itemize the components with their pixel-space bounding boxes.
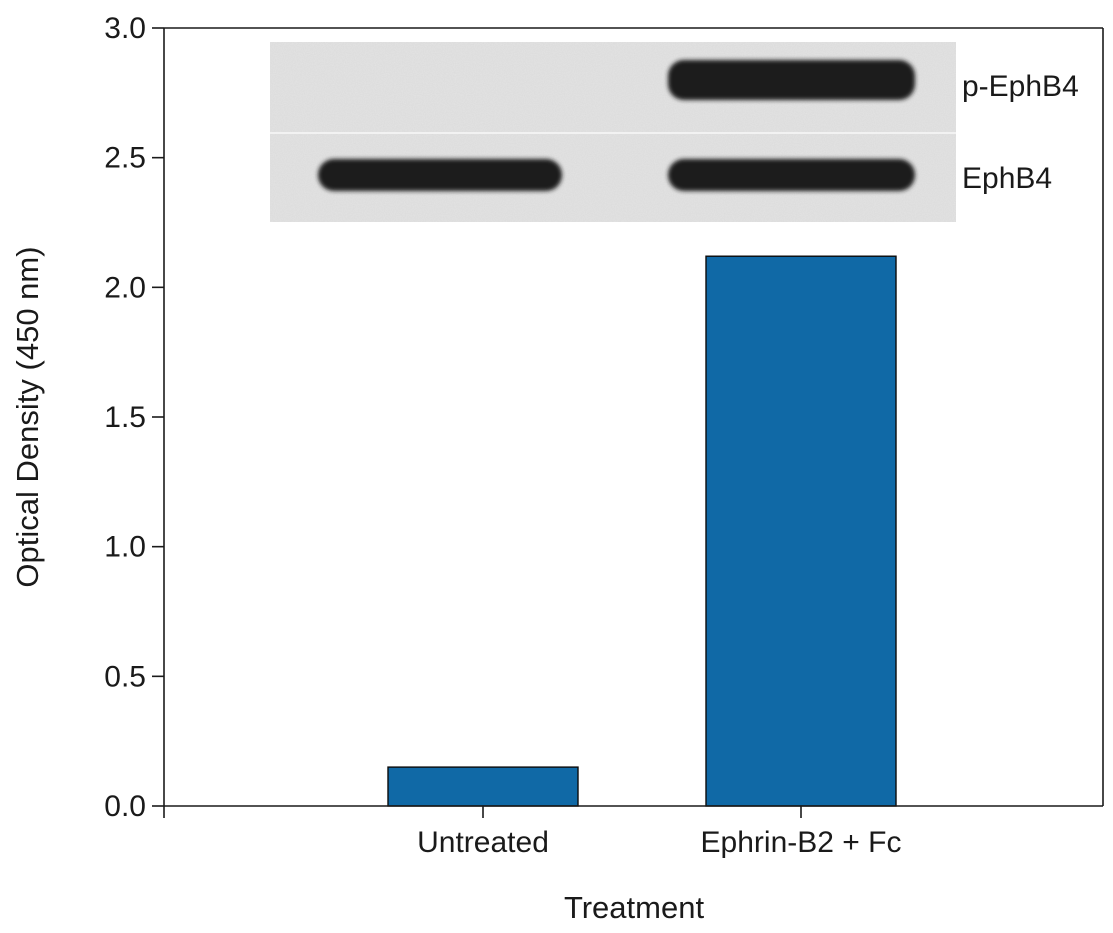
bars-group (387, 255, 897, 807)
y-ticks: 0.0 0.5 1.0 1.5 2.0 2.5 3.0 (104, 12, 164, 823)
x-tick-label-0: Untreated (417, 826, 549, 859)
x-ticks: Untreated Ephrin-B2 + Fc (163, 806, 902, 859)
blot-band-row1-lane1 (668, 159, 915, 191)
y-tick-label-1: 0.5 (104, 660, 146, 693)
y-tick-label-0: 0.0 (104, 790, 146, 823)
x-tick-label-1: Ephrin-B2 + Fc (701, 826, 902, 859)
bar-1 (705, 255, 897, 807)
y-tick-label-6: 3.0 (104, 12, 146, 45)
y-tick-label-5: 2.5 (104, 142, 146, 175)
y-tick-label-2: 1.0 (104, 531, 146, 564)
blot-label-ephb4: EphB4 (962, 162, 1052, 195)
blot-band-row0-lane1 (668, 60, 915, 100)
x-axis-title: Treatment (564, 890, 705, 925)
bar-0 (387, 766, 579, 807)
y-tick-label-3: 1.5 (104, 401, 146, 434)
y-tick-label-4: 2.0 (104, 271, 146, 304)
y-axis-title: Optical Density (450 nm) (10, 246, 45, 587)
blot-label-p-ephb4: p-EphB4 (962, 70, 1079, 103)
western-blot-inset: p-EphB4 EphB4 (270, 42, 1079, 222)
blot-band-row1-lane0 (318, 159, 562, 191)
